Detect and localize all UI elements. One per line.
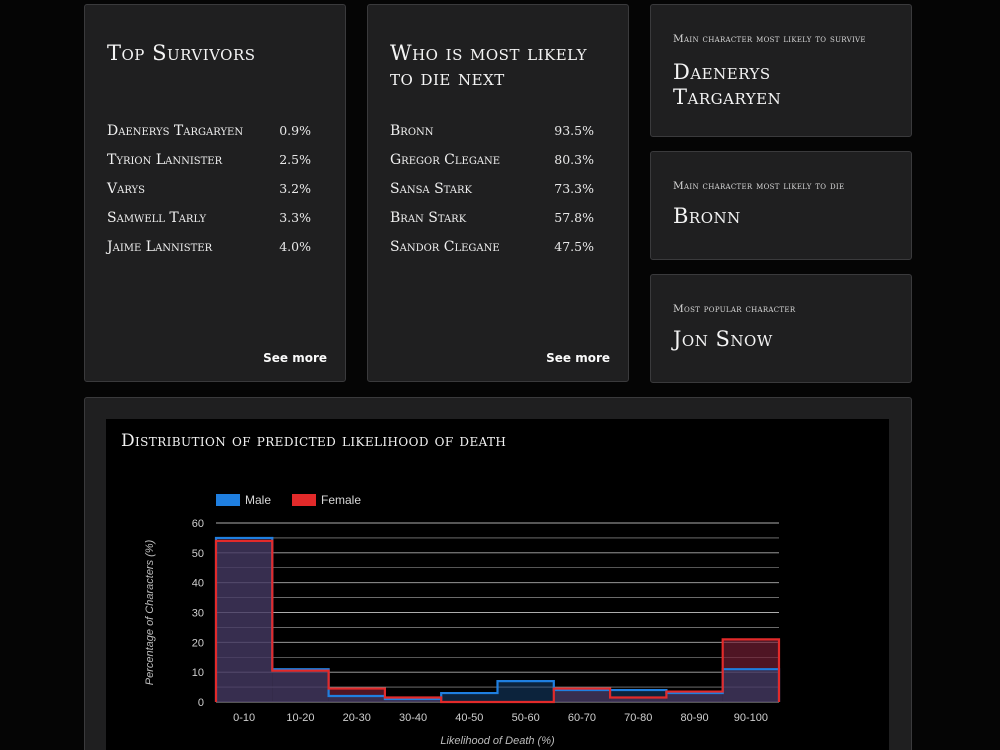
character-name: Sansa Stark <box>390 180 473 197</box>
list-item[interactable]: Gregor Clegane 80.3% <box>390 145 594 174</box>
male-bar[interactable] <box>384 699 442 702</box>
chart-title: Distribution of predicted likelihood of … <box>121 431 507 451</box>
character-name: Varys <box>107 180 146 197</box>
list-item[interactable]: Jaime Lannister 4.0% <box>107 232 311 261</box>
most-likely-die-card: Main character most likely to die Bronn <box>650 151 912 260</box>
list-item[interactable]: Tyrion Lannister 2.5% <box>107 145 311 174</box>
most-likely-survive-card: Main character most likely to survive Da… <box>650 4 912 137</box>
fact-label: Most popular character <box>673 303 796 315</box>
list-item[interactable]: Samwell Tarly 3.3% <box>107 203 311 232</box>
x-tick-label: 40-50 <box>455 712 483 724</box>
top-survivors-title: Top Survivors <box>107 41 256 65</box>
male-bar[interactable] <box>328 696 385 702</box>
male-bar[interactable] <box>553 690 611 702</box>
x-tick-label: 50-60 <box>512 712 540 724</box>
fact-label: Main character most likely to survive <box>673 33 866 45</box>
list-item[interactable]: Varys 3.2% <box>107 174 311 203</box>
death-probability: 73.3% <box>554 181 594 196</box>
top-survivors-card: Top Survivors Daenerys Targaryen 0.9% Tyr… <box>84 4 346 382</box>
female-bar[interactable] <box>610 697 667 702</box>
x-tick-label: 60-70 <box>568 712 596 724</box>
legend-label[interactable]: Female <box>321 493 361 507</box>
y-tick-label: 10 <box>192 667 204 679</box>
character-name: Sandor Clegane <box>390 238 500 255</box>
list-item[interactable]: Daenerys Targaryen 0.9% <box>107 116 311 145</box>
character-name: Samwell Tarly <box>107 209 207 226</box>
death-probability: 93.5% <box>554 123 594 138</box>
character-name: Gregor Clegane <box>390 151 501 168</box>
death-probability: 4.0% <box>279 239 311 254</box>
legend-swatch[interactable] <box>216 494 240 506</box>
death-probability: 2.5% <box>279 152 311 167</box>
death-probability: 0.9% <box>279 123 311 138</box>
character-name: Bran Stark <box>390 209 467 226</box>
character-name: Daenerys Targaryen <box>107 122 244 139</box>
x-axis-title: Likelihood of Death (%) <box>440 735 555 747</box>
chart-panel: Distribution of predicted likelihood of … <box>106 419 889 750</box>
likely-to-die-title: Who is most likely to die next <box>390 41 588 90</box>
x-tick-label: 80-90 <box>680 712 708 724</box>
fact-value: Bronn <box>673 204 741 228</box>
likely-to-die-card: Who is most likely to die next Bronn 93.5… <box>367 4 629 382</box>
list-item[interactable]: Bronn 93.5% <box>390 116 594 145</box>
x-tick-label: 30-40 <box>399 712 427 724</box>
y-tick-label: 60 <box>192 518 204 530</box>
death-probability: 3.3% <box>279 210 311 225</box>
male-series-line <box>214 536 781 702</box>
x-tick-label: 10-20 <box>286 712 314 724</box>
male-bar[interactable] <box>441 693 498 702</box>
see-more-survivors-link[interactable]: See more <box>263 351 327 365</box>
most-popular-card: Most popular character Jon Snow <box>650 274 912 383</box>
male-bar[interactable] <box>497 681 554 702</box>
list-item[interactable]: Sansa Stark 73.3% <box>390 174 594 203</box>
list-item[interactable]: Bran Stark 57.8% <box>390 203 594 232</box>
male-bar[interactable] <box>722 669 779 702</box>
death-probability: 47.5% <box>554 239 594 254</box>
female-bar[interactable] <box>722 639 779 702</box>
legend-swatch[interactable] <box>292 494 316 506</box>
y-tick-label: 40 <box>192 578 204 590</box>
male-bar[interactable] <box>216 537 273 702</box>
x-tick-label: 70-80 <box>624 712 652 724</box>
fact-label: Main character most likely to die <box>673 180 845 192</box>
y-tick-label: 30 <box>192 608 204 620</box>
fact-value: Daenerys Targaryen <box>673 60 782 109</box>
female-series-line <box>214 539 781 704</box>
male-bar[interactable] <box>666 693 723 702</box>
y-tick-label: 20 <box>192 637 204 649</box>
y-tick-label: 0 <box>198 697 204 709</box>
female-bar[interactable] <box>216 540 273 702</box>
see-more-likely-to-die-link[interactable]: See more <box>546 351 610 365</box>
death-probability: 80.3% <box>554 152 594 167</box>
fact-value: Jon Snow <box>673 327 773 351</box>
character-name: Bronn <box>390 122 434 139</box>
y-tick-label: 50 <box>192 548 204 560</box>
death-probability: 3.2% <box>279 181 311 196</box>
female-bar[interactable] <box>553 688 611 702</box>
male-bar[interactable] <box>610 690 667 702</box>
character-name: Tyrion Lannister <box>107 151 223 168</box>
female-bar[interactable] <box>666 691 723 702</box>
x-tick-label: 90-100 <box>734 712 768 724</box>
y-axis-title: Percentage of Characters (%) <box>144 539 156 685</box>
female-bar[interactable] <box>272 670 329 702</box>
histogram-chart: 0 10 20 30 40 50 60 0-10 10-20 20-30 30-40 40-50 50-… <box>144 493 781 747</box>
list-item[interactable]: Sandor Clegane 47.5% <box>390 232 594 261</box>
death-probability: 57.8% <box>554 210 594 225</box>
male-bar[interactable] <box>272 669 329 702</box>
top-survivors-list: Daenerys Targaryen 0.9% Tyrion Lannister 2… <box>107 116 311 261</box>
x-tick-label: 0-10 <box>233 712 255 724</box>
legend-label[interactable]: Male <box>245 493 271 507</box>
likely-to-die-list: Bronn 93.5% Gregor Clegane 80.3% Sansa Sta… <box>390 116 594 261</box>
character-name: Jaime Lannister <box>107 238 213 255</box>
x-tick-label: 20-30 <box>343 712 371 724</box>
